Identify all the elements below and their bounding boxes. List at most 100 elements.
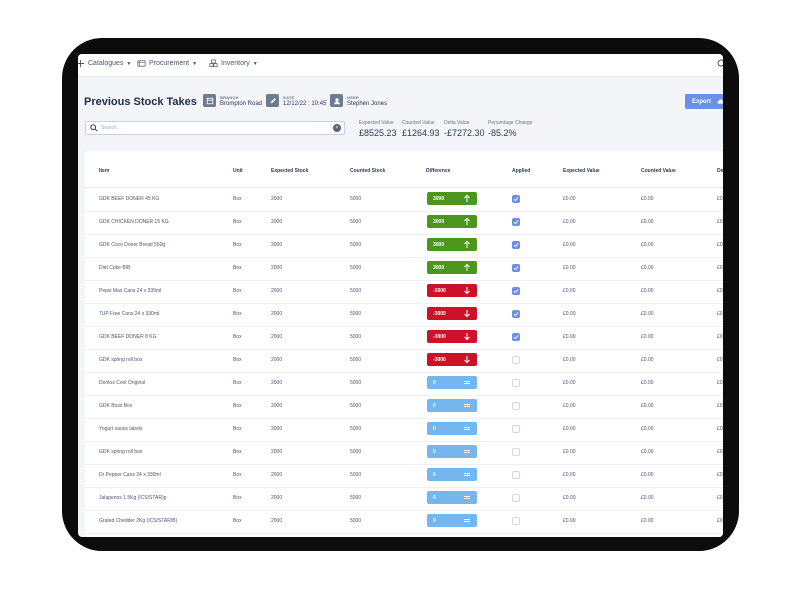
applied-checkbox[interactable] [512,195,520,203]
search-input[interactable] [101,123,326,133]
delta-value: £0 [717,357,723,363]
table-row[interactable]: Yogurt sauce labels Box 2000 5000 0 £0.00 £0.0… [85,418,723,442]
column-header-unit[interactable]: Unit [233,168,243,174]
applied-checkbox[interactable] [512,333,520,341]
counted-value: £0.00 [641,518,654,524]
summary-value: -£7272.30 [444,128,485,138]
meta-date-value: 12/12/22 : 10:45 [283,100,327,107]
applied-checkbox[interactable] [512,448,520,456]
checkmark-icon [513,220,519,225]
expected-value: £0.00 [563,449,576,455]
column-header-applied[interactable]: Applied [512,168,531,174]
expected-stock: 2000 [271,426,283,432]
table-row[interactable]: GDK spring roll box Box 2000 5000 -3000 £0.00… [85,349,723,373]
delta-value: £0 [717,472,723,478]
column-header-expected-stock[interactable]: Expected Stock [271,168,309,174]
table-row[interactable]: GDK Boss Box Box 2000 5000 0 £0.00 £0.00 £0 [85,395,723,419]
delta-value: £0 [717,265,723,271]
applied-checkbox[interactable] [512,379,520,387]
summary-expected-value: Expected Value £8525.23 [359,120,397,138]
table-row[interactable]: 7UP Free Cans 24 x 330ml Box 2000 5000 -3000… [85,303,723,327]
table-row[interactable]: Doritos Cool Original Box 2000 5000 0 £0.00 £0… [85,372,723,396]
column-header-counted-value[interactable]: Counted Value [641,168,676,174]
column-header-expected-value[interactable]: Expected Value [563,168,600,174]
expected-value: £0.00 [563,357,576,363]
difference-value: -3000 [433,310,446,317]
item-name: Yogurt sauce labels [99,426,143,432]
delta-value: £0 [717,219,723,225]
applied-checkbox[interactable] [512,287,520,295]
global-search-icon[interactable] [717,59,723,69]
meta-user: USER Stephen Jones [330,94,387,107]
item-name: Pepsi Max Cans 24 x 330ml [99,288,162,294]
counted-value: £0.00 [641,357,654,363]
page-title: Previous Stock Takes [84,96,197,108]
equals-icon [464,450,470,453]
export-button[interactable]: Export [685,94,723,109]
column-header-delta[interactable]: De [717,168,723,174]
table-row[interactable]: Grated Chedder 2Kg (ICS/STAR/B) Box 2000 50… [85,510,723,534]
item-name: 7UP Free Cans 24 x 330ml [99,311,160,317]
applied-checkbox[interactable] [512,241,520,249]
expected-value: £0.00 [563,380,576,386]
table-row[interactable]: Diet Coke BIB Box 2000 5000 3000 £0.00 £0.00 £0 [85,257,723,281]
checkmark-icon [513,197,519,202]
applied-checkbox[interactable] [512,264,520,272]
checkmark-icon [513,243,519,248]
top-navigation: Catalogues ▼ Procurement ▼ Inventory ▼ [78,54,723,77]
counted-value: £0.00 [641,265,654,271]
expected-value: £0.00 [563,219,576,225]
applied-checkbox[interactable] [512,402,520,410]
chevron-down-icon: ▼ [252,60,258,67]
meta-date-label: DATE [283,94,295,100]
counted-value: £0.00 [641,334,654,340]
applied-checkbox[interactable] [512,356,520,364]
counted-stock: 5000 [350,311,362,317]
delta-value: £0 [717,449,723,455]
column-header-counted-stock[interactable]: Counted Stock [350,168,386,174]
difference-value: 0 [433,379,436,386]
applied-checkbox[interactable] [512,471,520,479]
item-name: Diet Coke BIB [99,265,131,271]
column-header-difference[interactable]: Difference [426,168,451,174]
table-row[interactable]: Jalapenos 1.5Kg (ICS/STAR)p Box 2000 5000 0 £… [85,487,723,511]
unit: Box [233,472,242,478]
summary-counted-value: Counted Value £1264.93 [402,120,440,138]
difference-value: 0 [433,471,436,478]
unit: Box [233,357,242,363]
applied-checkbox[interactable] [512,310,520,318]
column-header-item[interactable]: Item [99,168,110,174]
item-name: Doritos Cool Original [99,380,146,386]
applied-checkbox[interactable] [512,218,520,226]
applied-checkbox[interactable] [512,517,520,525]
expected-value: £0.00 [563,426,576,432]
search-box[interactable]: × [85,121,345,135]
nav-inventory[interactable]: Inventory ▼ [209,59,258,68]
expected-stock: 2000 [271,265,283,271]
item-name: Jalapenos 1.5Kg (ICS/STAR)p [99,495,167,501]
equals-icon [464,404,470,407]
difference-badge: 0 [427,491,477,504]
table-row[interactable]: GDK BEEF DONER 45 KG Box 2000 5000 3000 £0.00… [85,188,723,212]
nav-catalogues[interactable]: Catalogues ▼ [78,59,131,68]
difference-value: 3000 [433,195,445,202]
nav-procurement[interactable]: Procurement ▼ [137,59,197,68]
unit: Box [233,311,242,317]
applied-checkbox[interactable] [512,425,520,433]
difference-badge: 0 [427,445,477,458]
store-icon [203,94,216,107]
table-row[interactable]: GDK CHICKEN DONER 15 KG Box 2000 5000 3000 £0… [85,211,723,235]
expected-value: £0.00 [563,311,576,317]
counted-stock: 5000 [350,403,362,409]
counted-value: £0.00 [641,196,654,202]
table-row[interactable]: GDK spring roll box Box 2000 5000 0 £0.00 £0.0… [85,441,723,465]
table-row[interactable]: Dr Pepper Cans 24 x 330ml Box 2000 5000 0 £0.… [85,464,723,488]
table-row[interactable]: GDK BEEF DONER 8 KG Box 2000 5000 -3000 £0.00… [85,326,723,350]
pencil-icon [266,94,279,107]
table-row[interactable]: Pepsi Max Cans 24 x 330ml Box 2000 5000 -300… [85,280,723,304]
applied-checkbox[interactable] [512,494,520,502]
clear-search-icon[interactable]: × [333,124,341,132]
table-row[interactable]: GDK Coco Doner Bread 550g Box 2000 5000 3000… [85,234,723,258]
checkmark-icon [513,289,519,294]
difference-badge: 3000 [427,215,477,228]
